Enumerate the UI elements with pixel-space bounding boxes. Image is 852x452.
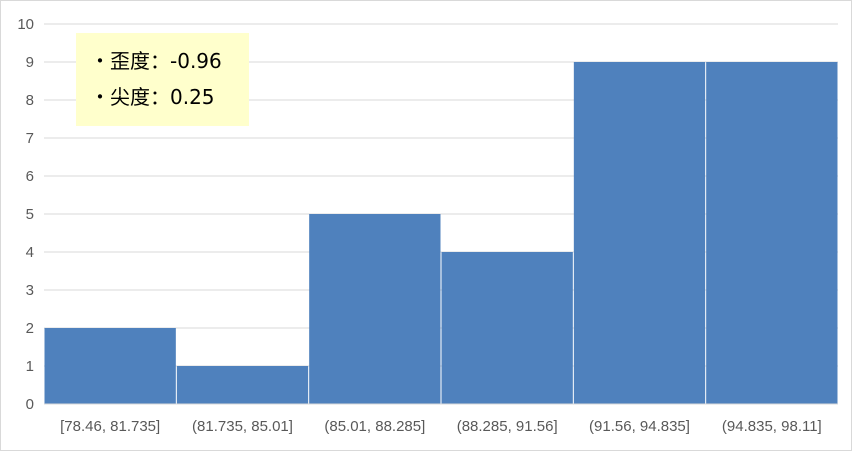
x-tick-label: (81.735, 85.01] xyxy=(192,418,293,435)
bar-1 xyxy=(44,328,176,404)
skewness-annotation: ・歪度：-0.96 xyxy=(90,49,222,73)
y-tick-label: 4 xyxy=(26,244,34,261)
x-tick-label: [78.46, 81.735] xyxy=(60,418,160,435)
bar-2 xyxy=(176,366,309,404)
x-tick-label: (88.285, 91.56] xyxy=(457,418,558,435)
bar-3 xyxy=(309,214,441,404)
y-tick-label: 0 xyxy=(26,396,34,413)
y-tick-label: 3 xyxy=(26,282,34,299)
y-tick-label: 7 xyxy=(26,130,34,147)
x-tick-label: (91.56, 94.835] xyxy=(589,418,690,435)
y-tick-label: 1 xyxy=(26,358,34,375)
kurtosis-annotation: ・尖度：0.25 xyxy=(90,85,215,109)
bar-6 xyxy=(706,62,838,404)
y-tick-label: 6 xyxy=(26,168,34,185)
stats-annotation-box: ・歪度：-0.96 ・尖度：0.25 xyxy=(76,33,249,126)
bar-5 xyxy=(573,62,706,404)
bar-4 xyxy=(441,252,573,404)
y-tick-label: 8 xyxy=(26,92,34,109)
y-tick-label: 9 xyxy=(26,54,34,71)
y-tick-label: 10 xyxy=(17,16,34,33)
x-tick-label: (85.01, 88.285] xyxy=(324,418,425,435)
y-tick-label: 2 xyxy=(26,320,34,337)
y-tick-label: 5 xyxy=(26,206,34,223)
x-tick-label: (94.835, 98.11] xyxy=(722,418,822,435)
